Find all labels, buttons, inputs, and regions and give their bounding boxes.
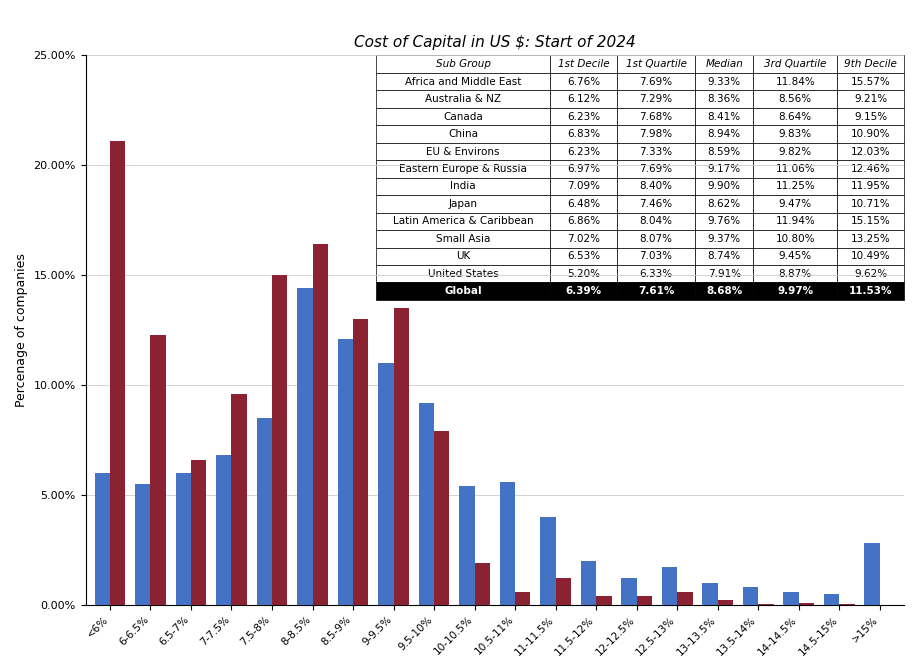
- Bar: [783, 591, 799, 605]
- Bar: [743, 587, 758, 605]
- Title: Cost of Capital in US $: Start of 2024: Cost of Capital in US $: Start of 2024: [354, 35, 636, 50]
- Bar: [297, 288, 312, 605]
- Bar: [256, 418, 272, 605]
- Bar: [515, 591, 530, 605]
- Bar: [312, 245, 328, 605]
- Bar: [272, 276, 288, 605]
- Bar: [662, 567, 677, 605]
- Bar: [151, 335, 165, 605]
- Bar: [232, 394, 247, 605]
- Bar: [799, 603, 814, 605]
- Bar: [460, 486, 474, 605]
- Bar: [637, 596, 652, 605]
- Bar: [758, 603, 774, 605]
- Bar: [337, 339, 353, 605]
- Bar: [823, 594, 839, 605]
- Bar: [556, 579, 571, 605]
- Bar: [434, 431, 449, 605]
- Bar: [135, 484, 151, 605]
- Bar: [702, 583, 718, 605]
- Bar: [864, 543, 879, 605]
- Bar: [95, 473, 110, 605]
- Bar: [176, 473, 191, 605]
- Bar: [500, 482, 515, 605]
- Bar: [621, 579, 637, 605]
- Bar: [677, 591, 693, 605]
- Bar: [378, 363, 393, 605]
- Bar: [839, 603, 855, 605]
- Bar: [353, 319, 369, 605]
- Bar: [540, 517, 556, 605]
- Bar: [419, 403, 434, 605]
- Bar: [596, 596, 611, 605]
- Bar: [393, 308, 409, 605]
- Bar: [216, 456, 232, 605]
- Bar: [110, 141, 125, 605]
- Bar: [191, 460, 207, 605]
- Bar: [474, 563, 490, 605]
- Bar: [581, 561, 596, 605]
- Bar: [718, 600, 733, 605]
- Y-axis label: Percenage of companies: Percenage of companies: [15, 253, 28, 407]
